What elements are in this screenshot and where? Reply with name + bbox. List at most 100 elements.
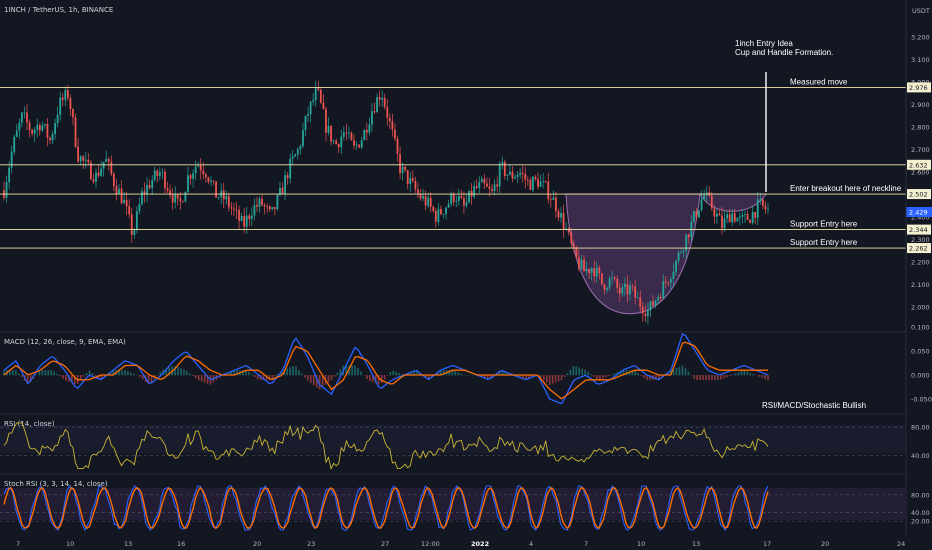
macd-hist-bar	[242, 370, 244, 376]
macd-hist-bar	[451, 370, 454, 376]
macd-hist-bar	[463, 374, 465, 376]
candle-body	[210, 180, 212, 182]
candle-body	[38, 125, 41, 131]
macd-hist-bar	[693, 375, 696, 379]
macd-hist-bar	[26, 375, 29, 385]
candle-body	[560, 213, 562, 218]
candle-body	[87, 159, 90, 163]
candle-body	[207, 177, 210, 182]
candle-body	[123, 199, 125, 204]
candle-body	[378, 97, 381, 100]
candle-body	[578, 257, 580, 269]
macd-hist-bar	[191, 375, 194, 376]
macd-hist-bar	[658, 375, 660, 381]
candle-body	[532, 176, 534, 190]
macd-hist-bar	[62, 375, 64, 379]
macd-hist-bar	[318, 375, 321, 390]
candle-body	[365, 130, 368, 133]
macd-hist-bar	[425, 375, 427, 379]
macd-hist-bar	[259, 375, 262, 381]
macd-hist-bar	[245, 370, 247, 376]
horizontal-levels[interactable]: 2.976 Measured move 2.632 2.502 Enter breako…	[0, 77, 931, 254]
price-tick-label: 2.900	[911, 101, 930, 109]
macd-hist-bar	[94, 375, 97, 376]
candle-body	[588, 269, 591, 273]
candle-body	[43, 124, 46, 126]
candle-body	[664, 281, 667, 283]
candle-body	[434, 210, 437, 222]
candle-body	[79, 156, 82, 162]
handle-pattern-shape	[699, 193, 767, 212]
candle-body	[302, 130, 304, 147]
macd-hist-bar	[336, 372, 339, 376]
candle-body	[565, 228, 568, 230]
macd-hist-bar	[578, 367, 581, 376]
macd-hist-bar	[681, 365, 684, 376]
macd-tick-label: -0.050	[911, 396, 932, 404]
level-annotation: Enter breakout here of neckline	[790, 184, 902, 193]
time-tick-label: 20	[821, 540, 829, 548]
candle-body	[511, 171, 514, 179]
candle-body	[682, 250, 685, 253]
macd-hist-bar	[401, 374, 404, 376]
macd-hist-bar	[740, 371, 743, 376]
candle-body	[342, 132, 345, 137]
candle-body	[199, 165, 202, 171]
macd-hist-bar	[248, 372, 250, 376]
candle-body	[542, 181, 545, 182]
time-tick-label: 27	[381, 540, 389, 548]
macd-hist-bar	[289, 367, 291, 376]
macd-hist-bar	[427, 375, 430, 380]
candle-body	[110, 161, 113, 174]
macd-hist-bar	[666, 372, 669, 376]
candle-body	[475, 186, 478, 188]
candle-body	[64, 90, 67, 100]
candle-body	[718, 213, 721, 216]
macd-hist-bar	[543, 375, 545, 381]
candle-body	[230, 207, 233, 209]
time-tick-label: 16	[177, 540, 185, 548]
macd-hist-bar	[377, 375, 380, 385]
candle-body	[235, 209, 238, 211]
macd-hist-bar	[398, 373, 401, 376]
candle-body	[141, 191, 143, 205]
rsi-tick-label: 40.00	[911, 452, 930, 460]
candle-body	[319, 89, 322, 103]
stoch-k-line	[3, 484, 769, 532]
level-badge	[907, 224, 931, 235]
macd-hist-bar	[256, 375, 259, 380]
candle-body	[189, 175, 192, 179]
candle-body	[363, 130, 366, 141]
rsi-axis: 80.00 40.00	[0, 424, 930, 460]
macd-hist-bar	[646, 375, 648, 381]
candle-body	[307, 114, 309, 116]
macd-hist-bar	[183, 369, 185, 376]
candle-body	[355, 144, 358, 146]
candle-body	[721, 215, 723, 229]
candle-body	[158, 172, 161, 176]
macd-hist-bar	[395, 371, 398, 376]
candle-body	[608, 278, 611, 289]
macd-hist-bar	[374, 375, 377, 384]
time-axis[interactable]: 7 10 13 16 20 23 27 12:00 2022 4 7 10 13 17 20 24	[16, 540, 905, 548]
level-badge-label: 2.976	[909, 84, 928, 92]
macd-hist-bar	[368, 375, 371, 381]
candle-body	[202, 170, 205, 175]
candle-body	[641, 306, 644, 314]
candle-body	[731, 213, 734, 223]
rsi-line	[3, 422, 769, 470]
candle-body	[399, 154, 401, 174]
candle-body	[567, 228, 570, 233]
macd-hist-bar	[640, 375, 642, 376]
macd-hist-bar	[357, 368, 359, 376]
macd-hist-bar	[262, 375, 265, 381]
macd-tick-label: 0.100	[911, 324, 930, 332]
candle-body	[327, 125, 330, 133]
macd-hist-bar	[268, 375, 271, 381]
macd-hist-bar	[333, 375, 336, 377]
candle-body	[69, 97, 72, 110]
macd-hist-bar	[112, 370, 114, 376]
candle-body	[695, 211, 698, 218]
